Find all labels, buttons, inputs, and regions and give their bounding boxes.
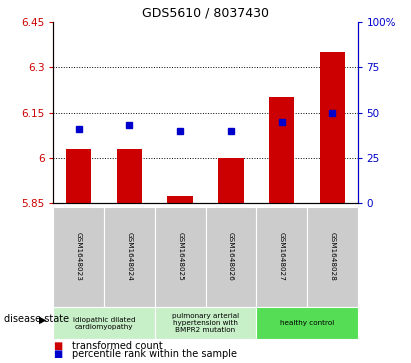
Text: disease state: disease state xyxy=(4,314,69,325)
Bar xyxy=(319,52,345,203)
Text: ■: ■ xyxy=(53,349,63,359)
Title: GDS5610 / 8037430: GDS5610 / 8037430 xyxy=(142,6,269,19)
Text: percentile rank within the sample: percentile rank within the sample xyxy=(72,349,237,359)
Text: ▶: ▶ xyxy=(39,314,46,325)
Bar xyxy=(168,196,193,203)
Bar xyxy=(117,149,142,203)
Bar xyxy=(269,97,294,203)
Bar xyxy=(66,149,91,203)
Text: idiopathic dilated
cardiomyopathy: idiopathic dilated cardiomyopathy xyxy=(73,317,136,330)
Text: GSM1648027: GSM1648027 xyxy=(279,232,284,281)
Text: GSM1648024: GSM1648024 xyxy=(127,232,132,281)
Text: GSM1648028: GSM1648028 xyxy=(329,232,335,281)
Bar xyxy=(218,158,243,203)
Text: pulmonary arterial
hypertension with
BMPR2 mutation: pulmonary arterial hypertension with BMP… xyxy=(172,313,239,333)
Text: ■: ■ xyxy=(53,341,63,351)
Text: GSM1648026: GSM1648026 xyxy=(228,232,234,281)
Text: GSM1648023: GSM1648023 xyxy=(76,232,82,281)
Text: GSM1648025: GSM1648025 xyxy=(177,232,183,281)
Text: healthy control: healthy control xyxy=(280,320,334,326)
Text: transformed count: transformed count xyxy=(72,341,163,351)
